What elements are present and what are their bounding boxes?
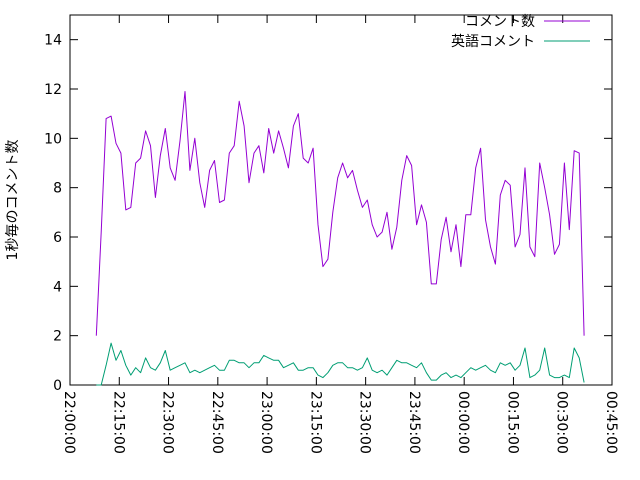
- x-tick-label: 00:30:00: [554, 391, 570, 454]
- x-tick-label: 23:45:00: [406, 391, 422, 454]
- plot-frame: [69, 14, 613, 386]
- y-tick-label: 8: [53, 181, 62, 197]
- y-tick-label: 6: [53, 230, 62, 246]
- x-tick-label: 23:15:00: [307, 391, 323, 454]
- x-tick-label: 00:00:00: [455, 391, 471, 454]
- legend: コメント数 英語コメント: [451, 14, 590, 50]
- x-tick-label: 23:30:00: [357, 391, 373, 454]
- y-tick-label: 10: [44, 131, 62, 147]
- x-tick-label: 00:15:00: [504, 391, 520, 454]
- x-tick-label: 22:45:00: [209, 391, 225, 454]
- y-tick-label: 12: [44, 82, 62, 98]
- y-tick-label: 0: [53, 378, 62, 394]
- x-tick-label: 23:00:00: [258, 391, 274, 454]
- legend-label-english-comments: 英語コメント: [451, 33, 535, 50]
- series-layer: [95, 91, 585, 386]
- x-tick-labels: 22:00:00 22:15:00 22:30:00 22:45:00 23:00:00…: [61, 391, 619, 454]
- series-line-comments: [95, 91, 585, 336]
- x-tick-label: 22:30:00: [160, 391, 176, 454]
- y-axis-label: 1秒毎のコメント数: [5, 140, 21, 261]
- y-tick-label: 14: [44, 33, 62, 49]
- plot-axes: [69, 14, 613, 386]
- y-tick-label: 2: [53, 329, 62, 345]
- series-line-english-comments: [96, 342, 585, 386]
- x-tick-label: 22:15:00: [110, 391, 126, 454]
- x-tick-label: 22:00:00: [61, 391, 77, 454]
- legend-label-comments: コメント数: [465, 14, 535, 30]
- x-tick-label: 00:45:00: [603, 391, 619, 454]
- y-tick-labels: 0 2 4 6 8 10 12 14: [44, 33, 62, 394]
- y-tick-label: 4: [53, 279, 62, 295]
